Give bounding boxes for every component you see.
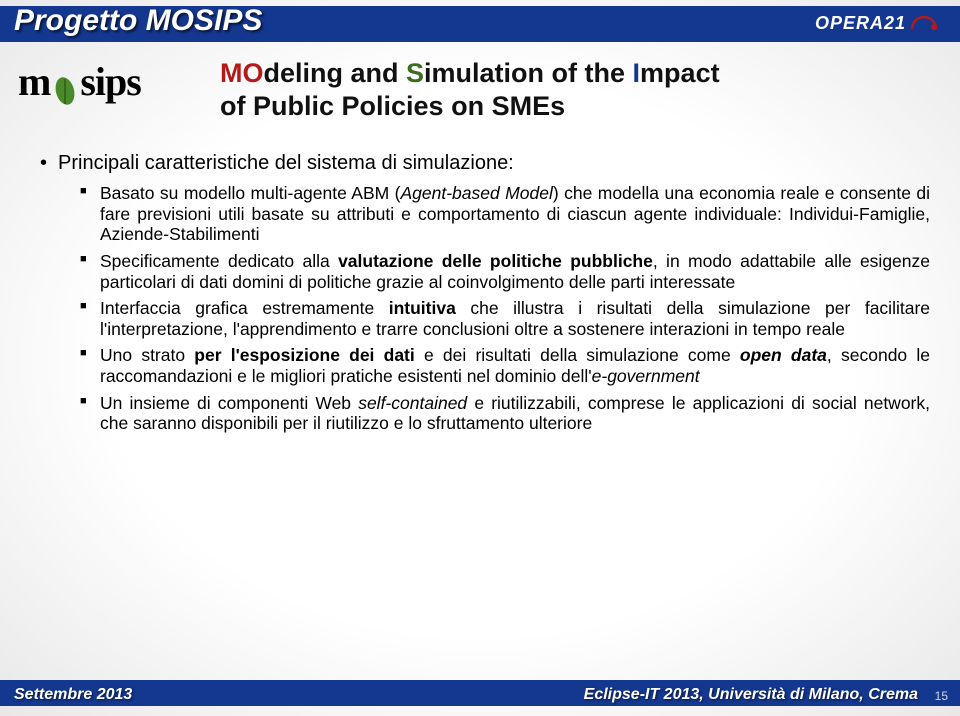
- list-item: Basato su modello multi-agente ABM (Agen…: [80, 183, 930, 245]
- headline-line-2: of Public Policies on SMEs: [220, 91, 930, 122]
- list-item: Uno strato per l'esposizione dei dati e …: [80, 345, 930, 386]
- bullet-list: Basato su modello multi-agente ABM (Agen…: [40, 183, 930, 434]
- leaf-icon: [50, 74, 80, 108]
- list-item: Un insieme di componenti Web self-contai…: [80, 393, 930, 434]
- page-number: 15: [935, 689, 948, 703]
- mosips-logo: msips: [18, 58, 141, 108]
- level1-heading: Principali caratteristiche del sistema d…: [40, 152, 930, 175]
- list-item: Interfaccia grafica estremamente intuiti…: [80, 298, 930, 339]
- headline: MOdeling and Simulation of the Impact of…: [220, 58, 930, 122]
- footer-date: Settembre 2013: [14, 686, 132, 704]
- content-area: Principali caratteristiche del sistema d…: [40, 152, 930, 440]
- brand-text: OPERA21: [815, 13, 906, 34]
- headline-line-1: MOdeling and Simulation of the Impact: [220, 58, 930, 89]
- slide-title: Progetto MOSIPS: [14, 4, 262, 38]
- brand-logo: OPERA21: [815, 9, 938, 37]
- slide: Progetto MOSIPS OPERA21 msips MOdeling a…: [0, 0, 960, 716]
- footer-venue: Eclipse-IT 2013, Università di Milano, C…: [584, 686, 918, 704]
- brand-arc-icon: [910, 9, 938, 37]
- list-item: Specificamente dedicato alla valutazione…: [80, 251, 930, 292]
